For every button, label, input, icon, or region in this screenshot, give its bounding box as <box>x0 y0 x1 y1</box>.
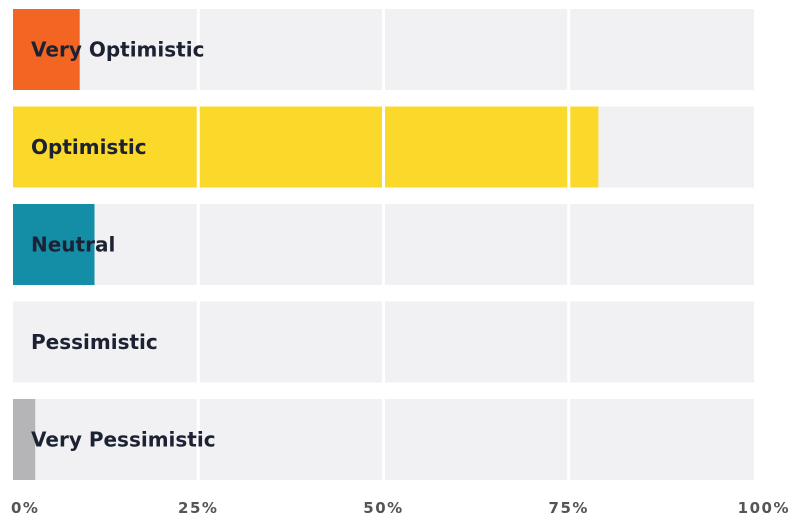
x-tick-label: 75% <box>549 499 589 517</box>
bars <box>13 9 599 480</box>
bar-label: Pessimistic <box>31 330 158 354</box>
bar-label: Very Optimistic <box>31 38 204 62</box>
x-axis-ticks: 0% 25% 50% 75% 100% <box>11 499 790 517</box>
gridlines <box>196 9 571 480</box>
x-tick-label: 0% <box>11 499 39 517</box>
x-tick-label: 50% <box>363 499 403 517</box>
bar-label: Optimistic <box>31 135 147 159</box>
bar-label: Very Pessimistic <box>31 428 216 452</box>
x-tick-label: 100% <box>738 499 790 517</box>
bar-label: Neutral <box>31 233 115 257</box>
bar <box>13 9 80 90</box>
bar <box>13 399 36 480</box>
bar <box>13 106 599 188</box>
bar-labels: Very Optimistic Optimistic Neutral Pessimis… <box>31 38 216 452</box>
x-tick-label: 25% <box>178 499 218 517</box>
bar <box>13 204 95 285</box>
